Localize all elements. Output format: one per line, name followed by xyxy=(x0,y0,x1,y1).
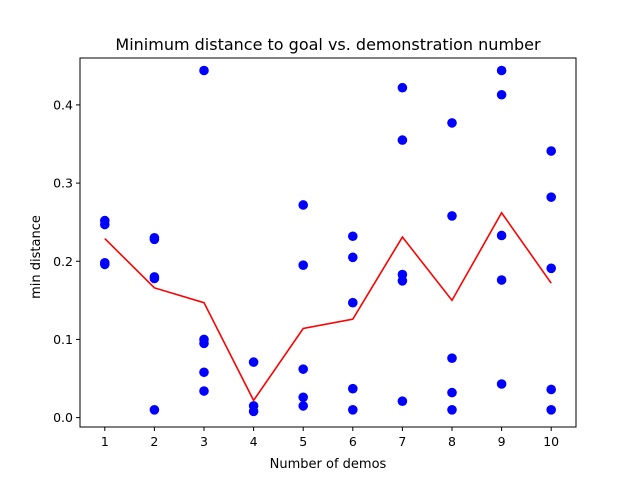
y-tick-label: 0.2 xyxy=(53,254,73,269)
data-point xyxy=(496,89,507,100)
data-point xyxy=(496,275,507,285)
data-point xyxy=(546,405,556,415)
data-point xyxy=(348,231,358,242)
x-tick-label: 6 xyxy=(349,434,357,449)
chart-title: Minimum distance to goal vs. demonstrati… xyxy=(115,35,541,54)
x-tick-label: 4 xyxy=(250,434,258,449)
data-point xyxy=(199,338,209,349)
x-tick-label: 3 xyxy=(200,434,208,449)
data-point xyxy=(348,252,358,263)
data-point xyxy=(100,259,110,270)
data-point xyxy=(397,135,408,145)
y-tick-label: 0.4 xyxy=(53,97,73,112)
x-tick-label: 5 xyxy=(299,434,307,449)
x-tick-label: 7 xyxy=(398,434,406,449)
data-point xyxy=(496,230,507,241)
data-point xyxy=(397,82,408,93)
data-point xyxy=(397,276,408,286)
x-axis-label: Number of demos xyxy=(270,457,387,472)
data-point xyxy=(496,379,507,389)
data-point xyxy=(199,367,209,378)
data-point xyxy=(546,384,556,395)
data-point xyxy=(298,401,309,411)
data-point xyxy=(298,392,309,403)
data-point xyxy=(248,357,259,367)
plot-frame xyxy=(79,57,577,428)
data-point xyxy=(248,406,259,417)
data-point xyxy=(447,211,457,221)
data-point xyxy=(348,405,358,415)
data-point xyxy=(447,118,457,128)
data-point xyxy=(447,405,457,415)
x-tick-label: 2 xyxy=(150,434,158,449)
data-point xyxy=(496,65,507,76)
data-point xyxy=(546,263,556,274)
x-tick-label: 9 xyxy=(498,434,506,449)
data-point xyxy=(199,65,209,76)
data-point xyxy=(149,405,160,415)
data-point xyxy=(546,192,556,202)
data-point xyxy=(298,200,309,210)
data-point xyxy=(100,219,110,230)
data-point xyxy=(149,234,160,245)
mean-line xyxy=(104,211,552,402)
plot-area: 1 2 3 4 5 6 7 8 9 10 0.0 0.1 0.2 0.3 0.4 xyxy=(53,57,577,449)
data-point xyxy=(149,273,160,284)
data-point xyxy=(397,396,408,407)
data-point xyxy=(348,297,358,308)
y-tick-label: 0.3 xyxy=(53,176,73,191)
y-axis-label: min distance xyxy=(29,215,44,299)
x-tick-label: 10 xyxy=(543,434,559,449)
x-tick-label: 1 xyxy=(101,434,109,449)
data-point xyxy=(199,386,209,396)
data-point xyxy=(447,353,457,364)
data-point xyxy=(298,364,309,374)
data-point xyxy=(447,387,457,398)
data-point xyxy=(348,383,358,394)
y-tick-label: 0.0 xyxy=(53,410,73,425)
data-point xyxy=(546,146,556,156)
x-tick-label: 8 xyxy=(448,434,456,449)
data-point xyxy=(298,260,309,270)
y-tick-label: 0.1 xyxy=(53,332,73,347)
